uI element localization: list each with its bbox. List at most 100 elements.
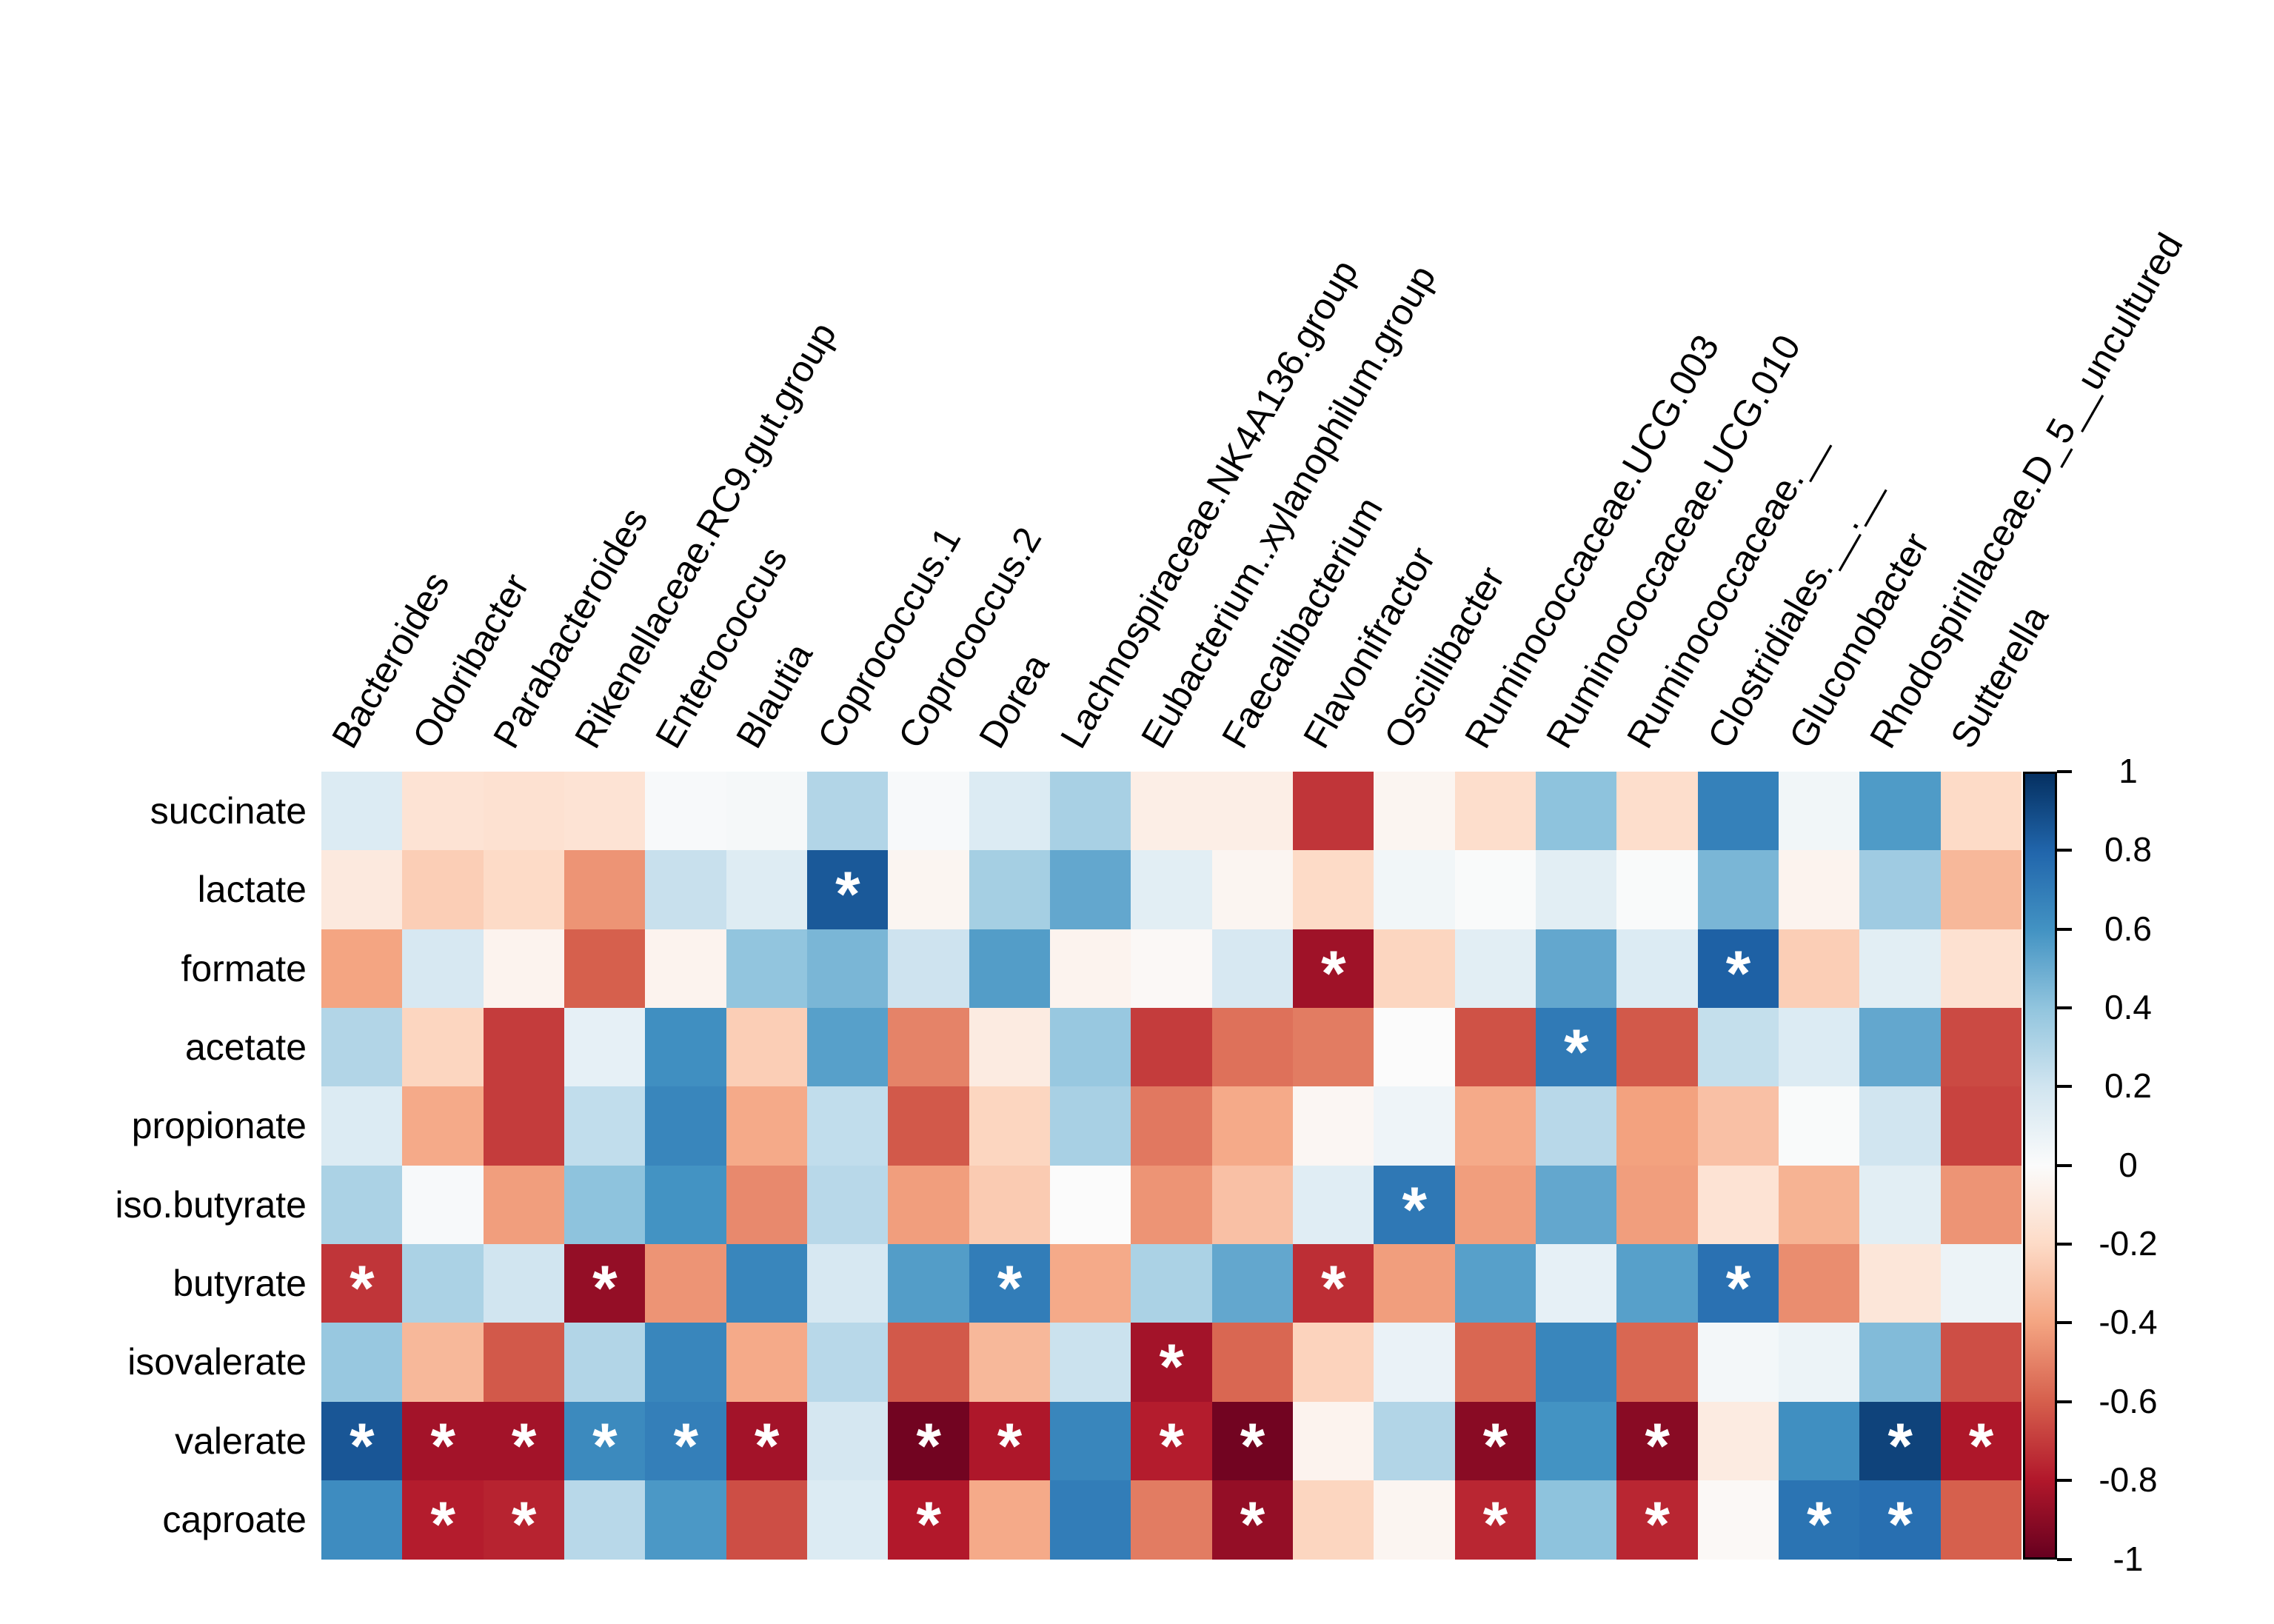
heatmap-cell (806, 772, 889, 851)
row-label: propionate (131, 1105, 307, 1147)
heatmap-cell: * (1859, 1401, 1942, 1482)
heatmap-cell (483, 1323, 565, 1403)
heatmap-cell (969, 1165, 1051, 1245)
heatmap-cell: * (1454, 1480, 1536, 1560)
heatmap-cell (806, 1165, 889, 1245)
heatmap-cell: * (1616, 1480, 1699, 1560)
colorbar-tick (2057, 1400, 2072, 1403)
heatmap-cell (564, 1323, 646, 1403)
heatmap-cell (483, 1086, 565, 1166)
significance-asterisk: * (1968, 1410, 1994, 1482)
colorbar-tick-label: 0.4 (2104, 988, 2152, 1027)
row-label: succinate (150, 790, 307, 832)
heatmap-cell (1535, 850, 1617, 930)
heatmap-cell: * (1535, 1008, 1617, 1088)
heatmap-cell (1454, 1086, 1536, 1166)
significance-asterisk: * (1321, 1253, 1346, 1325)
significance-asterisk: * (916, 1410, 941, 1482)
heatmap-cell (806, 1086, 889, 1166)
heatmap-cell (1535, 929, 1617, 1009)
heatmap-cell (1940, 1008, 2022, 1087)
heatmap-cell (1454, 1244, 1536, 1323)
heatmap-cell (1697, 1323, 1779, 1403)
row-label: acetate (184, 1026, 307, 1069)
colorbar-tick (2057, 927, 2072, 931)
row-label: formate (181, 947, 307, 989)
heatmap-cell (1211, 1086, 1294, 1166)
heatmap-cell (564, 772, 646, 851)
row-label: iso.butyrate (115, 1183, 307, 1226)
colorbar-tick (2057, 1243, 2072, 1246)
heatmap-cell (726, 1008, 808, 1087)
heatmap-cell (402, 929, 484, 1009)
heatmap-cell (321, 850, 403, 930)
heatmap-cell (1616, 929, 1699, 1009)
row-label: caproate (162, 1499, 307, 1541)
significance-asterisk: * (1807, 1489, 1832, 1561)
heatmap-cell (564, 850, 646, 930)
heatmap-cell (888, 1008, 970, 1087)
heatmap-cell (1049, 1165, 1131, 1245)
heatmap-cell (402, 850, 484, 930)
heatmap-cell (806, 1401, 889, 1481)
heatmap-cell (726, 1165, 808, 1245)
heatmap-cell (564, 929, 646, 1009)
heatmap-cell (402, 1244, 484, 1323)
heatmap-cell (1211, 772, 1294, 851)
heatmap-cell (969, 1480, 1051, 1560)
heatmap-cell (483, 850, 565, 930)
heatmap-cell (726, 772, 808, 851)
heatmap-cell: * (1778, 1480, 1860, 1560)
heatmap-cell: * (1211, 1480, 1294, 1560)
heatmap-cell (402, 1165, 484, 1245)
heatmap-cell (888, 1244, 970, 1323)
significance-asterisk: * (1564, 1017, 1589, 1089)
heatmap-cell (645, 1008, 727, 1087)
heatmap-cell (1454, 1323, 1536, 1403)
heatmap-cell (1859, 1165, 1942, 1245)
significance-asterisk: * (511, 1489, 537, 1561)
heatmap-cell (888, 1086, 970, 1166)
heatmap-cell (1778, 850, 1860, 930)
heatmap-cell (1778, 1323, 1860, 1403)
heatmap-cell (564, 1086, 646, 1166)
heatmap-cell (1859, 772, 1942, 851)
heatmap-cell (1778, 772, 1860, 851)
heatmap-cell (1616, 1244, 1699, 1323)
heatmap-cell (1049, 929, 1131, 1009)
heatmap-cell (1211, 1165, 1294, 1245)
heatmap-cell: * (969, 1401, 1051, 1482)
heatmap-cell (1374, 1008, 1456, 1087)
heatmap-cell (1697, 850, 1779, 930)
heatmap-cell (1211, 850, 1294, 930)
heatmap-cell (1859, 1323, 1942, 1403)
significance-asterisk: * (1725, 938, 1751, 1009)
heatmap-cell (645, 929, 727, 1009)
heatmap-cell: * (888, 1401, 970, 1482)
column-label: Dorea (971, 646, 1057, 755)
heatmap-cell (1454, 772, 1536, 851)
significance-asterisk: * (592, 1410, 618, 1482)
heatmap-cell (645, 1480, 727, 1560)
colorbar-tick-label: 1 (2119, 752, 2138, 790)
heatmap-cell (1374, 929, 1456, 1009)
heatmap-cell (321, 1008, 403, 1087)
heatmap-cell: * (888, 1480, 970, 1560)
heatmap-cell (483, 929, 565, 1009)
heatmap-cell (402, 1086, 484, 1166)
heatmap-cell (969, 850, 1051, 930)
significance-asterisk: * (1321, 938, 1346, 1009)
heatmap-cell: * (1940, 1401, 2022, 1482)
colorbar-tick-label: -1 (2113, 1539, 2144, 1578)
significance-asterisk: * (1482, 1489, 1508, 1561)
heatmap-cell (1697, 772, 1779, 851)
heatmap-cell (1859, 1086, 1942, 1166)
heatmap-cell: * (1131, 1323, 1213, 1403)
significance-asterisk: * (1159, 1410, 1184, 1482)
heatmap-cell (1940, 1480, 2022, 1560)
heatmap-cell (969, 929, 1051, 1009)
significance-asterisk: * (1240, 1489, 1265, 1561)
heatmap-cell (1374, 1401, 1456, 1481)
heatmap-cell: * (1292, 1244, 1374, 1324)
heatmap-cell (645, 1323, 727, 1403)
